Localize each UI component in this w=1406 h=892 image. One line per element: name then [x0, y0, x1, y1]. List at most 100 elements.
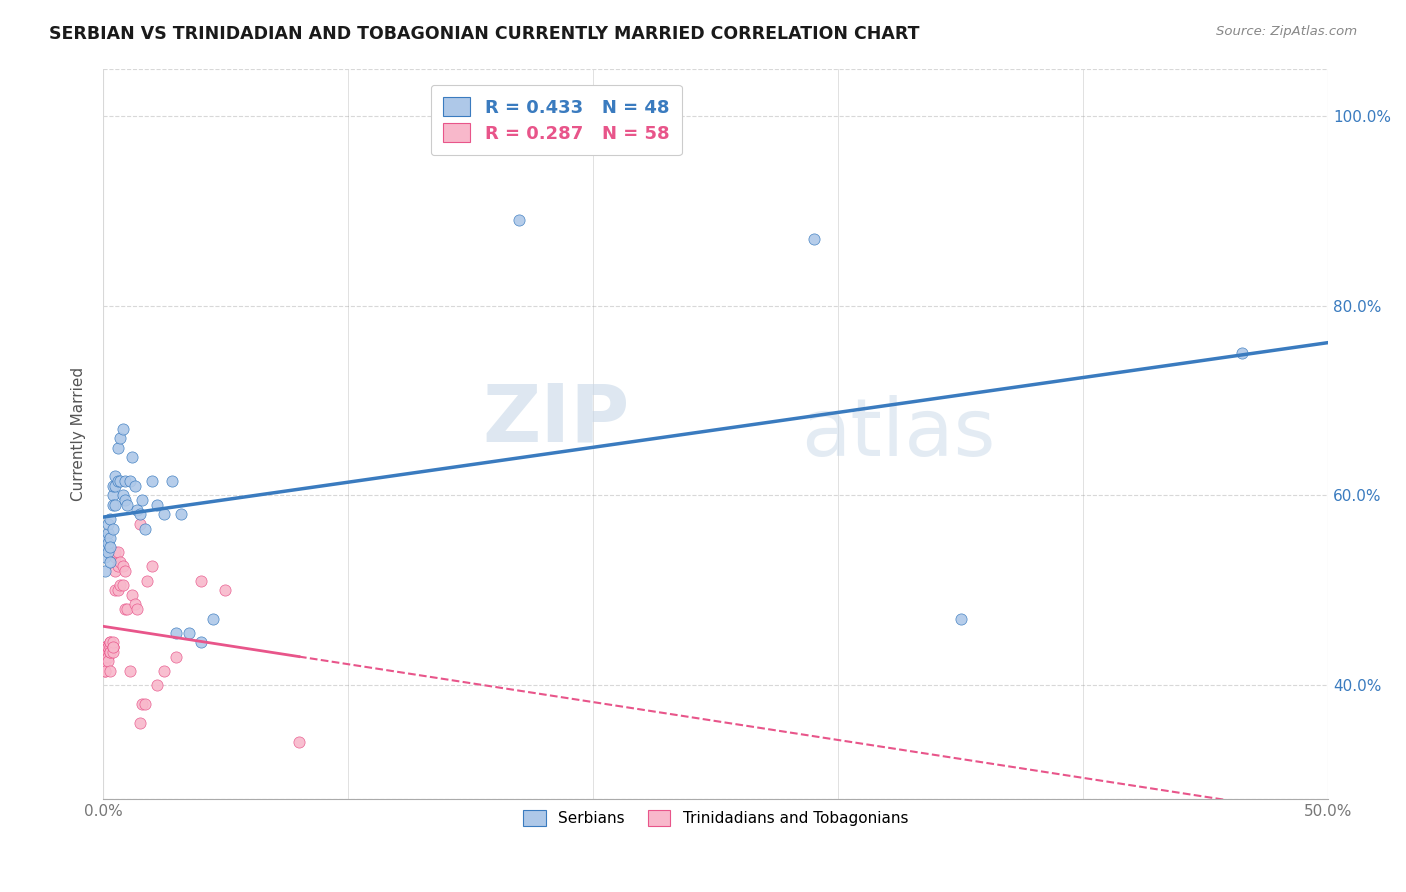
Point [1232, 346, 1254, 360]
Point [124, 479, 146, 493]
Point [121, 588, 143, 602]
Point [160, 474, 183, 488]
Point [97, 645, 120, 659]
Y-axis label: Currently Married: Currently Married [72, 367, 86, 500]
Point [98, 645, 121, 659]
Point [117, 498, 139, 512]
Point [98, 635, 121, 649]
Point [117, 602, 139, 616]
Point [97, 516, 120, 531]
Point [94, 640, 117, 654]
Point [153, 508, 176, 522]
Point [146, 678, 169, 692]
Point [98, 635, 121, 649]
Point [190, 574, 212, 588]
Point [94, 664, 117, 678]
Point [97, 526, 120, 541]
Point [949, 612, 972, 626]
Point [111, 488, 134, 502]
Point [128, 508, 150, 522]
Point [98, 645, 121, 659]
Point [111, 578, 134, 592]
Point [104, 583, 127, 598]
Point [98, 531, 121, 545]
Point [94, 654, 117, 668]
Point [101, 640, 124, 654]
Point [121, 450, 143, 465]
Point [98, 555, 121, 569]
Point [101, 640, 124, 654]
Point [114, 564, 136, 578]
Point [98, 664, 121, 678]
Point [104, 549, 127, 564]
Point [98, 640, 121, 654]
Point [104, 469, 127, 483]
Point [101, 635, 124, 649]
Point [98, 541, 121, 555]
Point [134, 697, 156, 711]
Text: atlas: atlas [801, 394, 995, 473]
Point [108, 474, 131, 488]
Point [153, 664, 176, 678]
Point [94, 564, 117, 578]
Point [97, 649, 120, 664]
Point [127, 502, 149, 516]
Point [127, 602, 149, 616]
Point [202, 612, 225, 626]
Point [165, 625, 187, 640]
Point [101, 488, 124, 502]
Point [94, 531, 117, 545]
Text: ZIP: ZIP [482, 380, 630, 458]
Point [94, 645, 117, 659]
Point [97, 640, 120, 654]
Point [165, 649, 187, 664]
Point [104, 545, 127, 559]
Point [97, 545, 120, 559]
Point [128, 516, 150, 531]
Point [141, 474, 163, 488]
Point [107, 583, 129, 598]
Point [136, 574, 159, 588]
Point [104, 564, 127, 578]
Legend: Serbians, Trinidadians and Tobagonians: Serbians, Trinidadians and Tobagonians [513, 801, 917, 835]
Point [108, 555, 131, 569]
Point [108, 431, 131, 445]
Point [107, 441, 129, 455]
Point [101, 479, 124, 493]
Point [104, 498, 127, 512]
Point [190, 635, 212, 649]
Point [288, 735, 311, 749]
Point [97, 535, 120, 549]
Point [131, 493, 153, 508]
Point [94, 649, 117, 664]
Point [101, 498, 124, 512]
Point [114, 602, 136, 616]
Point [94, 664, 117, 678]
Point [97, 654, 120, 668]
Point [107, 474, 129, 488]
Point [108, 578, 131, 592]
Point [170, 508, 193, 522]
Point [508, 213, 530, 227]
Point [98, 640, 121, 654]
Point [111, 559, 134, 574]
Point [101, 645, 124, 659]
Text: Source: ZipAtlas.com: Source: ZipAtlas.com [1216, 25, 1357, 38]
Point [98, 512, 121, 526]
Point [177, 625, 200, 640]
Point [128, 715, 150, 730]
Point [124, 598, 146, 612]
Point [134, 522, 156, 536]
Point [803, 232, 825, 246]
Text: SERBIAN VS TRINIDADIAN AND TOBAGONIAN CURRENTLY MARRIED CORRELATION CHART: SERBIAN VS TRINIDADIAN AND TOBAGONIAN CU… [49, 25, 920, 43]
Point [97, 640, 120, 654]
Point [94, 649, 117, 664]
Point [94, 640, 117, 654]
Point [111, 422, 134, 436]
Point [94, 549, 117, 564]
Point [94, 645, 117, 659]
Point [118, 474, 141, 488]
Point [107, 545, 129, 559]
Point [94, 640, 117, 654]
Point [94, 541, 117, 555]
